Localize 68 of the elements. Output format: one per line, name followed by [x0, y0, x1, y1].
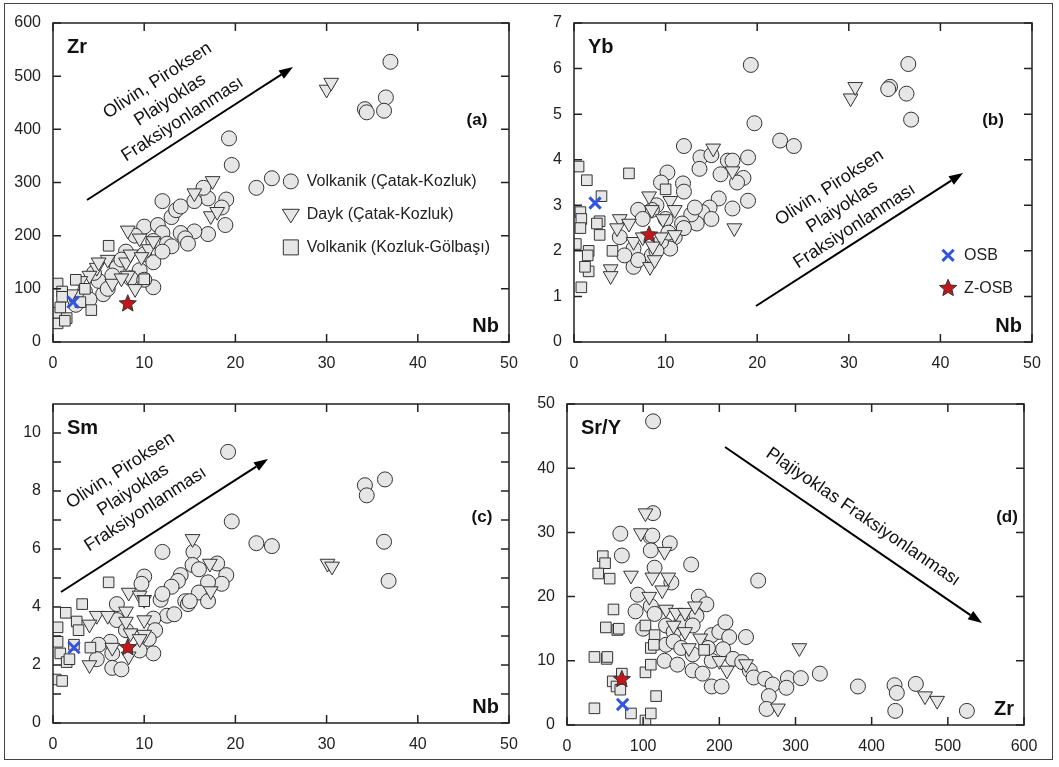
y-tick-label: 2	[32, 655, 42, 673]
y-axis-title: Sm	[67, 415, 99, 438]
y-tick-label: 0	[32, 332, 42, 350]
y-tick-label: 10	[23, 423, 42, 441]
y-tick-label: 40	[537, 458, 556, 476]
x-tick-label: 20	[748, 354, 767, 372]
annotation: (b)	[982, 109, 1004, 129]
legend-label: Volkanik (Kozluk-Gölbaşı)	[306, 237, 490, 255]
x-tick-label: 400	[858, 737, 886, 755]
y-tick-label: 0	[553, 332, 563, 350]
x-tick-label: 100	[629, 737, 657, 755]
x-tick-label: 30	[317, 735, 336, 753]
x-tick-label: 20	[226, 735, 245, 753]
y-tick-label: 4	[553, 150, 563, 168]
annotation: (c)	[471, 506, 493, 526]
x-axis-title: Nb	[472, 313, 499, 336]
x-axis-title: Zr	[994, 696, 1015, 719]
x-tick-label: 0	[48, 735, 58, 753]
x-tick-label: 10	[656, 354, 675, 372]
y-tick-label: 300	[14, 172, 42, 190]
y-tick-label: 3	[553, 195, 563, 213]
x-tick-label: 200	[705, 737, 733, 755]
y-axis-title: Zr	[67, 34, 88, 57]
y-tick-label: 6	[32, 539, 42, 557]
x-tick-label: 40	[408, 735, 427, 753]
y-tick-label: 5	[553, 104, 563, 122]
x-tick-label: 30	[317, 354, 336, 372]
x-tick-label: 20	[226, 354, 245, 372]
y-tick-label: 400	[14, 119, 42, 137]
y-tick-label: 200	[14, 226, 42, 244]
y-tick-label: 500	[14, 66, 42, 84]
y-tick-label: 0	[546, 715, 556, 733]
y-tick-label: 6	[553, 58, 563, 76]
legend-label: Dayk (Çatak-Kozluk)	[306, 204, 454, 222]
x-tick-label: 300	[782, 737, 809, 755]
y-tick-label: 20	[537, 587, 556, 605]
x-axis-title: Nb	[472, 694, 499, 717]
annotation: (a)	[466, 109, 488, 129]
y-tick-label: 1	[553, 286, 563, 304]
y-tick-label: 8	[32, 481, 42, 499]
x-tick-label: 600	[1010, 737, 1038, 755]
x-tick-label: 30	[839, 354, 858, 372]
x-tick-label: 10	[135, 735, 154, 753]
annotation: (d)	[996, 506, 1018, 526]
x-tick-label: 500	[934, 737, 962, 755]
y-tick-label: 600	[14, 13, 42, 31]
y-axis-title: Sr/Y	[581, 415, 622, 438]
x-tick-label: 50	[1023, 354, 1041, 372]
legend-label: Volkanik (Çatak-Kozluk)	[306, 171, 477, 189]
x-tick-label: 50	[500, 354, 518, 372]
y-tick-label: 100	[14, 279, 42, 297]
x-tick-label: 10	[135, 354, 154, 372]
y-tick-label: 10	[537, 651, 556, 669]
x-tick-label: 0	[569, 354, 579, 372]
y-tick-label: 7	[553, 13, 563, 31]
x-tick-label: 40	[931, 354, 950, 372]
x-axis-title: Nb	[995, 313, 1022, 336]
y-tick-label: 0	[32, 713, 42, 731]
y-tick-label: 50	[537, 394, 556, 412]
legend-label: Z-OSB	[964, 278, 1013, 296]
x-tick-label: 40	[408, 354, 427, 372]
x-tick-label: 0	[48, 354, 58, 372]
y-tick-label: 30	[537, 522, 556, 540]
legend-label: OSB	[964, 245, 998, 263]
x-tick-label: 50	[500, 735, 518, 753]
y-tick-label: 2	[553, 241, 563, 259]
y-axis-title: Yb	[588, 34, 614, 57]
y-tick-label: 4	[32, 597, 42, 615]
